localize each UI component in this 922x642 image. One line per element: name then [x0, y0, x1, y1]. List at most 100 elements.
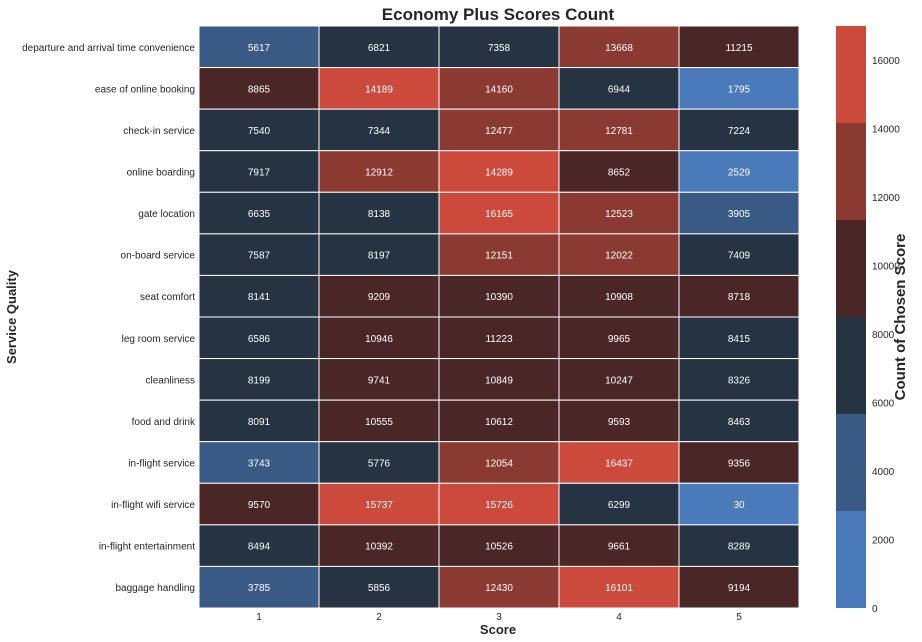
- cell-value-label: 8199: [248, 375, 271, 386]
- cell-value-label: 10555: [365, 417, 393, 428]
- cell-value-label: 9194: [728, 583, 751, 594]
- y-tick-label: food and drink: [132, 417, 196, 428]
- heatmap-cell: [438, 191, 560, 235]
- heatmap-cell: [678, 150, 800, 193]
- colorbar-tick-label: 12000: [872, 193, 900, 204]
- x-tick-label: 3: [496, 612, 502, 623]
- heatmap-cell: [678, 524, 800, 567]
- cell-value-label: 15737: [365, 500, 393, 511]
- y-tick-label: gate location: [138, 209, 195, 220]
- cell-value-label: 10908: [605, 292, 633, 303]
- y-tick-label: baggage handling: [115, 583, 195, 594]
- heatmap-cell: [318, 150, 440, 193]
- cell-value-label: 9593: [608, 417, 631, 428]
- heatmap-cell: [318, 108, 440, 152]
- cell-value-label: 5617: [248, 43, 271, 54]
- cell-value-label: 10946: [365, 334, 393, 345]
- cell-value-label: 30: [733, 500, 745, 511]
- colorbar-segment: [836, 220, 866, 317]
- heatmap-cell: [438, 565, 560, 609]
- heatmap-cell: [678, 316, 800, 360]
- colorbar-segment: [836, 26, 866, 123]
- heatmap-cell: [198, 441, 320, 484]
- heatmap-cell: [198, 67, 320, 110]
- cell-value-label: 6944: [608, 84, 631, 95]
- heatmap-cell: [198, 399, 320, 443]
- heatmap-cells: 5617 6821 7358 13668 11215 8865 14189 14160 6944…: [198, 25, 800, 609]
- cell-value-label: 7917: [248, 168, 271, 179]
- colorbar-tick-label: 8000: [872, 330, 895, 341]
- colorbar-label: Count of Chosen Score: [892, 234, 909, 401]
- heatmap-cell: [438, 150, 560, 193]
- heatmap-cell: [438, 358, 560, 401]
- cell-value-label: 12054: [485, 459, 513, 470]
- y-tick-label: leg room service: [122, 334, 196, 345]
- cell-value-label: 8494: [248, 542, 271, 553]
- cell-value-label: 8091: [248, 417, 271, 428]
- cell-value-label: 16101: [605, 583, 633, 594]
- cell-value-label: 6586: [248, 334, 271, 345]
- colorbar-segment: [836, 511, 866, 608]
- cell-value-label: 5856: [368, 583, 391, 594]
- y-tick-label: cleanliness: [146, 375, 195, 386]
- heatmap-cell: [198, 482, 320, 526]
- y-tick-label: departure and arrival time convenience: [22, 43, 195, 54]
- cell-value-label: 10392: [365, 542, 393, 553]
- cell-value-label: 12477: [485, 126, 513, 137]
- cell-value-label: 8718: [728, 292, 751, 303]
- cell-value-label: 6299: [608, 500, 631, 511]
- y-tick-label: in-flight service: [128, 459, 195, 470]
- heatmap-cell: [198, 274, 320, 318]
- colorbar-tick-label: 6000: [872, 399, 895, 410]
- heatmap-cell: [678, 67, 800, 110]
- heatmap-cell: [678, 441, 800, 484]
- y-tick-label: ease of online booking: [95, 84, 195, 95]
- heatmap-cell: [438, 233, 560, 276]
- x-tick-labels: 1 2 3 4 5: [256, 612, 742, 623]
- heatmap-cell: [438, 399, 560, 443]
- heatmap-cell: [318, 358, 440, 401]
- cell-value-label: 9965: [608, 334, 631, 345]
- cell-value-label: 8197: [368, 251, 391, 262]
- y-tick-label: online boarding: [127, 168, 195, 179]
- cell-value-label: 9356: [728, 459, 751, 470]
- cell-value-label: 14189: [365, 84, 393, 95]
- heatmap-cell: [558, 441, 680, 484]
- y-tick-label: seat comfort: [140, 292, 195, 303]
- colorbar-segment: [836, 414, 866, 511]
- cell-value-label: 5776: [368, 459, 391, 470]
- cell-value-label: 7358: [488, 43, 511, 54]
- heatmap-cell: [198, 316, 320, 360]
- cell-value-label: 8138: [368, 209, 391, 220]
- y-tick-label: in-flight entertainment: [99, 542, 195, 553]
- heatmap-cell: [198, 150, 320, 193]
- cell-value-label: 8652: [608, 168, 631, 179]
- heatmap-cell: [198, 191, 320, 235]
- cell-value-label: 12022: [605, 251, 633, 262]
- colorbar-tick-label: 4000: [872, 467, 895, 478]
- heatmap-cell: [558, 524, 680, 567]
- heatmap-cell: [198, 565, 320, 609]
- cell-value-label: 7344: [368, 126, 391, 137]
- heatmap-cell: [678, 233, 800, 276]
- y-tick-label: in-flight wifi service: [111, 500, 195, 511]
- heatmap-cell: [318, 316, 440, 360]
- y-axis-label: Service Quality: [4, 269, 19, 364]
- heatmap-cell: [558, 150, 680, 193]
- cell-value-label: 11215: [725, 43, 753, 54]
- heatmap-cell: [678, 358, 800, 401]
- cell-value-label: 3743: [248, 459, 271, 470]
- cell-value-label: 6821: [368, 43, 391, 54]
- heatmap-cell: [198, 25, 320, 69]
- cell-value-label: 12912: [365, 168, 393, 179]
- heatmap-cell: [198, 524, 320, 567]
- cell-value-label: 6635: [248, 209, 271, 220]
- cell-value-label: 12430: [485, 583, 513, 594]
- cell-value-label: 7224: [728, 126, 751, 137]
- x-tick-label: 5: [736, 612, 742, 623]
- cell-value-label: 10390: [485, 292, 513, 303]
- heatmap-cell: [558, 482, 680, 526]
- cell-value-label: 9741: [368, 375, 391, 386]
- colorbar-tick-label: 0: [872, 604, 878, 615]
